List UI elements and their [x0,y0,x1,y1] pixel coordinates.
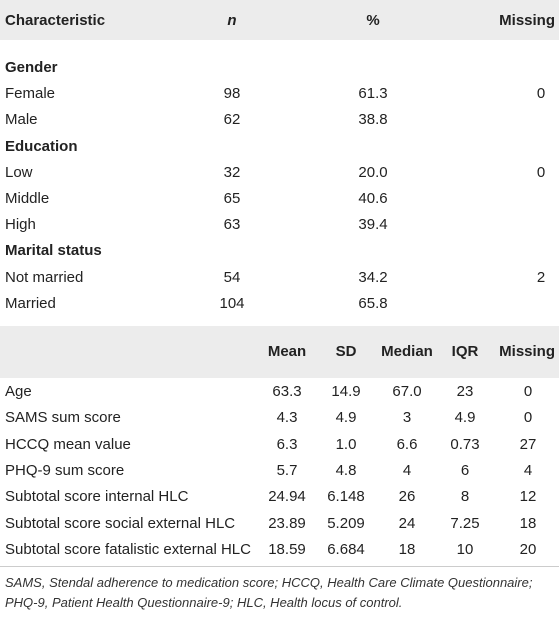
column-header: IQR [451,343,479,360]
cell-value: 3 [402,409,412,427]
cell-value: 5.209 [327,514,365,532]
row-label: Not married [5,268,84,286]
group-label: Marital status [5,242,102,260]
cell-value: 61.3 [358,85,388,103]
column-header: Missing [499,12,555,29]
cell-value: 0 [523,383,533,400]
cell-value: 8 [460,488,470,506]
cell-value: 34.2 [358,268,388,286]
cell-value: 4.9 [454,409,476,427]
column-header: SD [335,343,357,360]
rule [0,566,559,567]
column-header: Missing [499,343,555,360]
cell-value: 24.94 [268,488,306,506]
cell-value: 1.0 [335,435,357,453]
cell-value: 65 [223,190,241,207]
column-header: Mean [267,343,307,360]
row-label: HCCQ mean value [5,435,131,453]
cell-value: 0 [523,409,533,427]
cell-value: 4 [402,461,412,479]
row-label: Subtotal score social external HLC [5,514,236,532]
cell-value: 2 [536,268,546,286]
cell-value: 40.6 [358,190,388,207]
cell-value: 65.8 [358,294,388,312]
row-label: Married [5,294,56,312]
cell-value: 0.73 [450,435,480,453]
row-label: SAMS sum score [5,409,121,427]
cell-value: 98 [223,85,241,103]
cell-value: 18 [519,514,537,532]
cell-value: 67.0 [392,383,422,400]
header-band [0,326,559,378]
cell-value: 20.0 [358,163,388,181]
cell-value: 6.684 [327,540,365,558]
cell-value: 63.3 [272,383,302,400]
cell-value: 23.89 [268,514,306,532]
cell-value: 27 [519,435,537,453]
cell-value: 12 [519,488,537,506]
cell-value: 6 [460,461,470,479]
cell-value: 4.8 [335,461,357,479]
cell-value: 32 [223,163,241,181]
cell-value: 5.7 [276,461,298,479]
group-label: Education [5,137,78,155]
cell-value: 4.3 [276,409,298,427]
column-header: n [227,12,237,29]
cell-value: 39.4 [358,216,388,234]
cell-value: 7.25 [450,514,480,532]
cell-value: 38.8 [358,111,388,129]
group-label: Gender [5,59,58,76]
row-label: Male [5,111,38,129]
cell-value: 6.148 [327,488,365,506]
cell-value: 6.3 [276,435,298,453]
cell-value: 14.9 [331,383,361,400]
cell-value: 20 [519,540,537,558]
cell-value: 4.9 [335,409,357,427]
cell-value: 104 [219,294,245,312]
column-header: Median [381,343,433,360]
header-band [0,0,559,40]
column-header: Characteristic [5,12,106,29]
row-label: High [5,216,36,234]
cell-value: 0 [536,163,546,181]
cell-value: 63 [223,216,241,234]
cell-value: 0 [536,85,546,103]
row-label: Subtotal score internal HLC [5,488,189,506]
row-label: Age [5,383,32,400]
row-label: PHQ-9 sum score [5,461,125,479]
cell-value: 26 [398,488,416,506]
row-label: Subtotal score fatalistic external HLC [5,540,251,558]
cell-value: 23 [456,383,474,400]
cell-value: 54 [223,268,241,286]
footnote: SAMS, Stendal adherence to medication sc… [5,575,533,610]
row-label: Middle [5,190,50,207]
cell-value: 18 [398,540,416,558]
cell-value: 4 [523,461,533,479]
cell-value: 24 [398,514,416,532]
row-label: Female [5,85,56,103]
cell-value: 62 [223,111,241,129]
column-header: % [366,12,380,29]
cell-value: 6.6 [396,435,418,453]
cell-value: 18.59 [268,540,306,558]
cell-value: 10 [456,540,474,558]
row-label: Low [5,163,33,181]
